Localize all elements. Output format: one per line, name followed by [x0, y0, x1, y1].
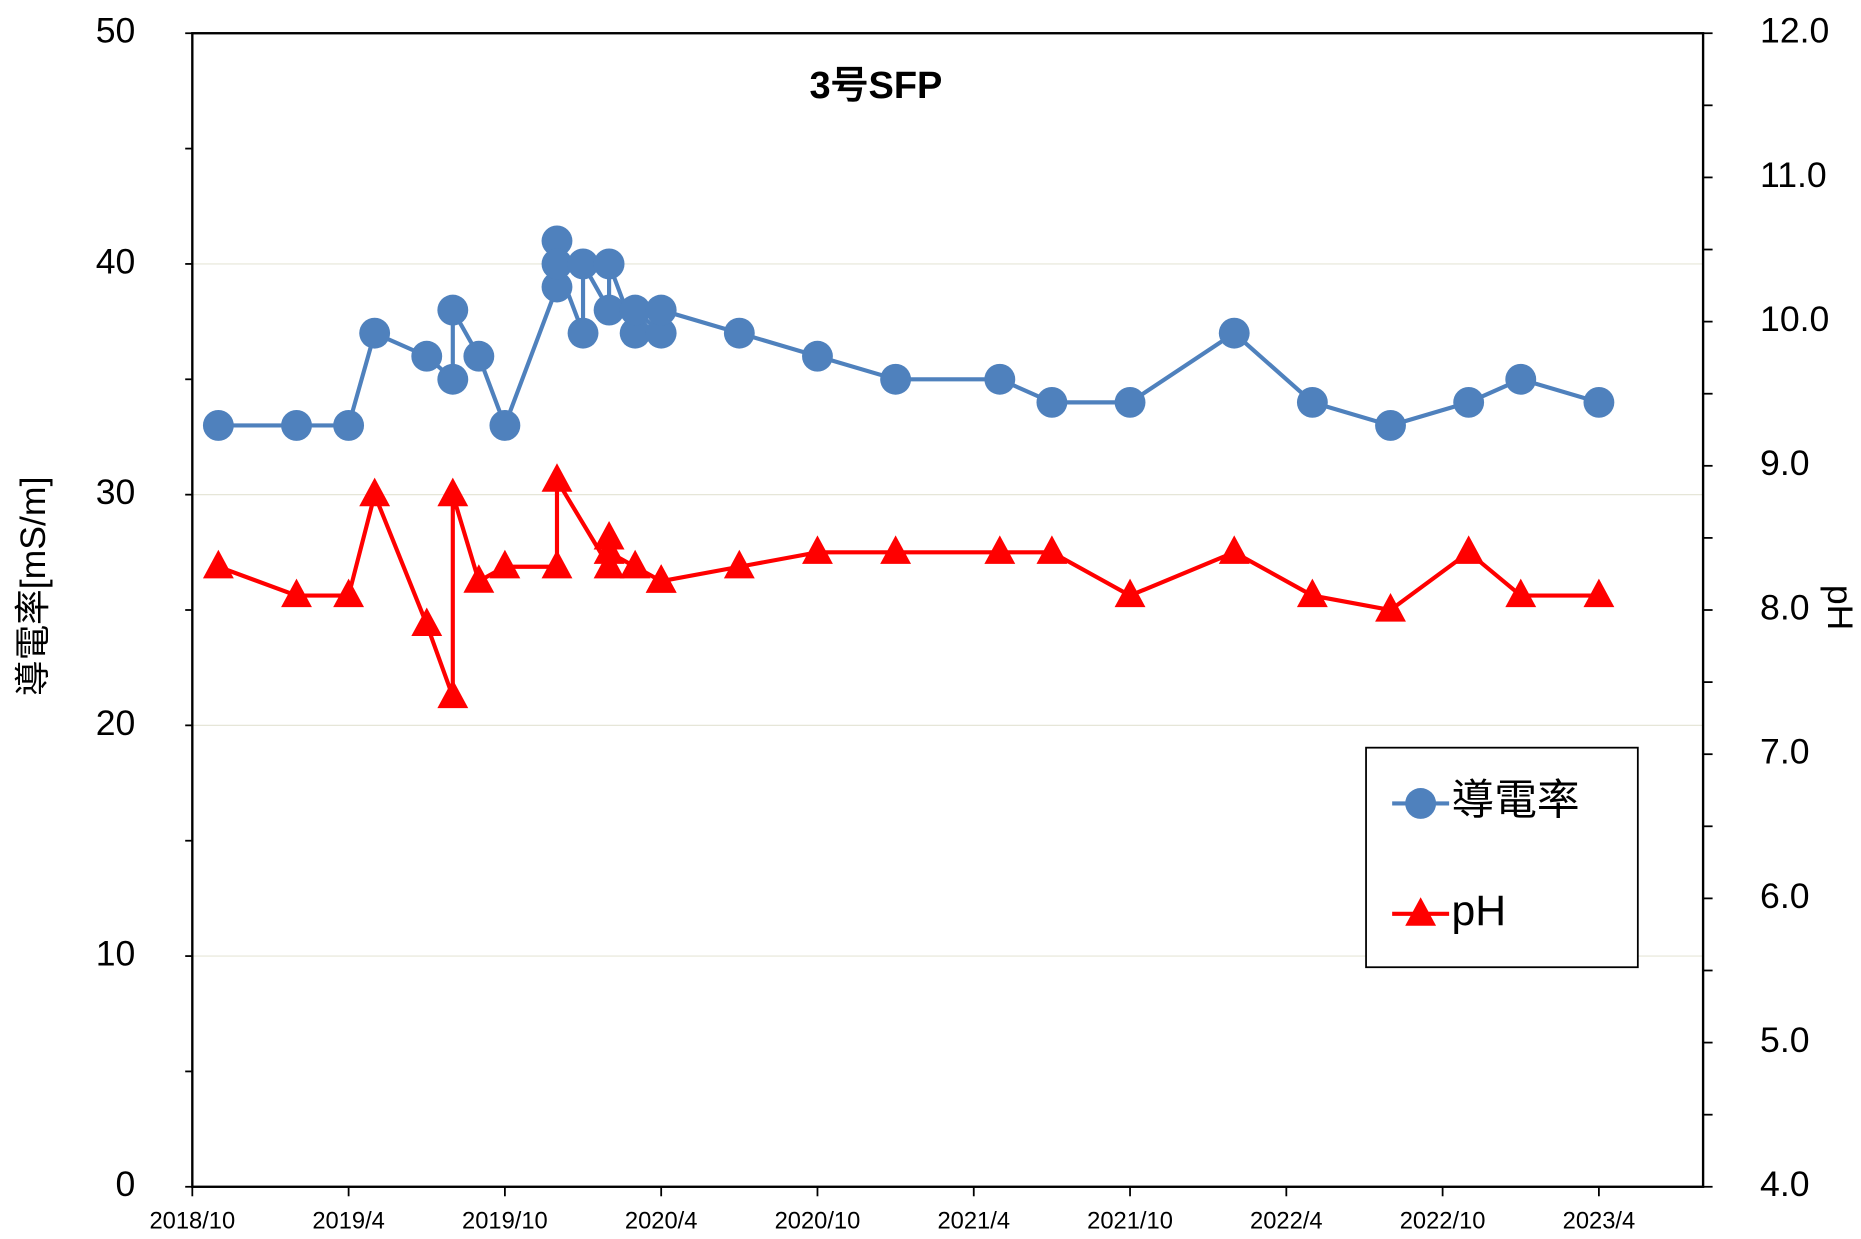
triangle-marker	[1453, 535, 1485, 564]
triangle-marker	[593, 535, 625, 564]
x-tick-label: 2018/10	[149, 1209, 235, 1235]
triangle-marker	[359, 477, 391, 507]
circle-marker	[437, 294, 469, 326]
circle-marker	[1036, 386, 1068, 418]
triangle-marker	[281, 578, 312, 608]
circle-marker	[1505, 363, 1537, 395]
y-axis-label: 導電率[mS/m]	[13, 477, 53, 696]
y2-tick-label: 5.0	[1760, 1020, 1809, 1060]
circle-marker	[645, 294, 677, 326]
circle-marker	[802, 340, 833, 372]
circle-marker	[723, 317, 755, 349]
circle-marker	[359, 317, 391, 349]
circle-marker	[463, 340, 495, 372]
triangle-marker	[411, 607, 443, 636]
circle-marker	[619, 294, 651, 326]
y2-tick-label: 10.0	[1760, 299, 1829, 339]
circle-marker	[567, 248, 599, 280]
x-tick-label: 2021/4	[937, 1209, 1010, 1235]
plot-frame	[191, 32, 1705, 1188]
circle-marker	[1296, 386, 1328, 418]
circle-marker	[880, 363, 912, 395]
y-tick-label: 30	[96, 472, 136, 512]
triangle-marker	[593, 549, 625, 579]
triangle-marker	[1375, 593, 1406, 622]
triangle-marker	[880, 535, 912, 564]
legend-marker	[1405, 788, 1437, 819]
circle-marker	[437, 363, 469, 395]
y2-axis-label: pH	[1820, 585, 1860, 631]
triangle-marker	[1583, 578, 1615, 608]
x-tick-label: 2019/10	[462, 1209, 548, 1235]
y2-tick-label: 11.0	[1760, 155, 1827, 195]
circle-marker	[619, 317, 651, 349]
circle-marker	[1218, 317, 1250, 349]
triangle-marker	[645, 564, 677, 593]
triangle-marker	[984, 535, 1016, 564]
circle-marker	[489, 410, 521, 441]
triangle-marker	[202, 549, 234, 579]
x-tick-label: 2020/4	[625, 1209, 698, 1235]
x-tick-label: 2022/4	[1250, 1209, 1323, 1235]
triangle-marker	[541, 549, 573, 579]
circle-marker	[541, 271, 573, 303]
triangle-marker	[437, 477, 469, 507]
triangle-marker	[1114, 578, 1146, 608]
triangle-marker	[723, 549, 755, 579]
y-tick-label: 10	[96, 933, 136, 973]
y2-tick-label: 9.0	[1760, 443, 1809, 483]
x-tick-label: 2022/10	[1400, 1209, 1486, 1235]
legend-label: 導電率	[1451, 777, 1579, 825]
circle-marker	[333, 410, 365, 441]
triangle-marker	[1218, 535, 1250, 564]
legend-box	[1365, 746, 1639, 969]
circle-marker	[1583, 386, 1615, 418]
circle-marker	[541, 225, 573, 257]
y2-tick-label: 6.0	[1760, 876, 1809, 916]
y2-tick-label: 12.0	[1760, 11, 1829, 51]
y2-tick-label: 8.0	[1760, 587, 1809, 627]
circle-marker	[1114, 386, 1146, 418]
circle-marker	[567, 317, 599, 349]
circle-marker	[202, 410, 234, 441]
triangle-marker	[802, 535, 833, 564]
x-tick-label: 2021/10	[1087, 1209, 1173, 1235]
y2-tick-label: 4.0	[1760, 1164, 1809, 1204]
triangle-marker	[1296, 578, 1328, 608]
triangle-marker	[437, 679, 469, 709]
triangle-marker	[619, 549, 651, 579]
legend-label: pH	[1451, 887, 1506, 935]
y-tick-label: 50	[96, 11, 136, 51]
circle-marker	[281, 410, 312, 441]
legend-marker	[1405, 897, 1437, 926]
triangle-marker	[1036, 535, 1068, 564]
y-tick-label: 40	[96, 241, 136, 281]
circle-marker	[541, 248, 573, 280]
circle-marker	[593, 294, 625, 326]
circle-marker	[1375, 410, 1406, 441]
triangle-marker	[463, 564, 495, 593]
x-tick-label: 2023/4	[1563, 1209, 1636, 1235]
triangle-marker	[541, 463, 573, 492]
triangle-marker	[593, 520, 625, 550]
circle-marker	[411, 340, 443, 372]
y-tick-label: 20	[96, 703, 136, 743]
circle-marker	[984, 363, 1016, 395]
triangle-marker	[489, 549, 521, 579]
y-tick-label: 0	[116, 1164, 136, 1204]
y2-tick-label: 7.0	[1760, 732, 1809, 772]
chart-title: 3号SFP	[809, 65, 942, 107]
circle-marker	[1453, 386, 1485, 418]
circle-marker	[593, 248, 625, 280]
triangle-marker	[1505, 578, 1537, 608]
triangle-marker	[333, 578, 365, 608]
x-tick-label: 2019/4	[312, 1209, 385, 1235]
circle-marker	[645, 317, 677, 349]
x-tick-label: 2020/10	[775, 1209, 861, 1235]
